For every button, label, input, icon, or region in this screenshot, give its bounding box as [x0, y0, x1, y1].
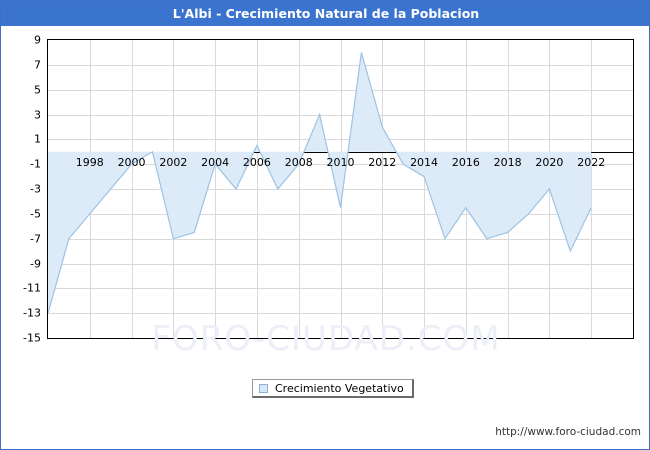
- x-axis-tick-label: 2018: [493, 155, 522, 169]
- gridline-vertical: [424, 40, 425, 338]
- x-axis-tick-label: 2004: [201, 155, 230, 169]
- gridline-horizontal: [48, 214, 633, 215]
- x-axis-tick-label: 1998: [75, 155, 104, 169]
- area-series-crecimiento-vegetativo: [48, 52, 592, 314]
- y-axis-tick-label: -7: [30, 232, 41, 246]
- y-axis-tick-label: -1: [30, 157, 41, 171]
- footer-url: http://www.foro-ciudad.com: [495, 426, 641, 438]
- x-axis-tick-label: 2002: [159, 155, 188, 169]
- gridline-vertical: [132, 40, 133, 338]
- gridline-vertical: [591, 40, 592, 338]
- y-axis-tick-label: 5: [34, 83, 41, 97]
- chart-legend: Crecimiento Vegetativo: [252, 379, 414, 398]
- x-axis-tick-label: 2022: [577, 155, 606, 169]
- gridline-vertical: [299, 40, 300, 338]
- gridline-vertical: [215, 40, 216, 338]
- plot-area: 1998 2000 2002 2004 2006 2008 2010 2012 2014 2016…: [47, 39, 634, 339]
- y-axis-tick-label: -3: [30, 182, 41, 196]
- y-axis-tick-label: -13: [23, 306, 41, 320]
- gridline-horizontal: [48, 65, 633, 66]
- legend-label: Crecimiento Vegetativo: [275, 381, 404, 395]
- x-axis-tick-label: 2020: [535, 155, 564, 169]
- y-axis-tick-label: -11: [23, 281, 41, 295]
- window-title-bar: L'Albi - Crecimiento Natural de la Pobla…: [1, 1, 649, 26]
- x-axis-tick-label: 2010: [326, 155, 355, 169]
- gridline-horizontal: [48, 313, 633, 314]
- series-area-fill: [48, 52, 592, 314]
- x-axis-tick-label: 2000: [117, 155, 146, 169]
- gridline-horizontal: [48, 139, 633, 140]
- x-axis-tick-label: 2016: [451, 155, 480, 169]
- y-axis-labels: 9 7 5 3 1 -1 -3 -5 -7 -9 -11 -13 -15: [1, 34, 649, 345]
- x-axis-tick-label: 2014: [410, 155, 439, 169]
- y-axis-tick-label: 3: [34, 108, 41, 121]
- y-axis-tick-label: -5: [30, 207, 41, 221]
- gridline-horizontal: [48, 264, 633, 265]
- gridline-vertical: [382, 40, 383, 338]
- gridline-horizontal: [48, 239, 633, 240]
- plot-inner: 1998 2000 2002 2004 2006 2008 2010 2012 2014 2016…: [48, 40, 633, 338]
- y-axis-tick-label: 7: [34, 58, 41, 72]
- x-axis-tick-label: 2008: [284, 155, 313, 169]
- y-axis-tick-label: -9: [30, 257, 41, 270]
- series-line: [48, 52, 592, 314]
- legend-swatch-icon: [259, 383, 268, 393]
- y-axis-tick-label: 9: [34, 33, 41, 47]
- y-axis-tick-label: 1: [34, 132, 41, 146]
- x-axis-tick-label: 2006: [242, 155, 271, 169]
- page-title: L'Albi - Crecimiento Natural de la Pobla…: [172, 6, 480, 21]
- y-axis-tick-label: -15: [23, 331, 41, 345]
- x-axis-tick-label: 2012: [368, 155, 397, 169]
- gridline-horizontal: [48, 288, 633, 289]
- gridline-horizontal: [48, 115, 633, 116]
- gridline-horizontal: [48, 90, 633, 91]
- gridline-vertical: [257, 40, 258, 338]
